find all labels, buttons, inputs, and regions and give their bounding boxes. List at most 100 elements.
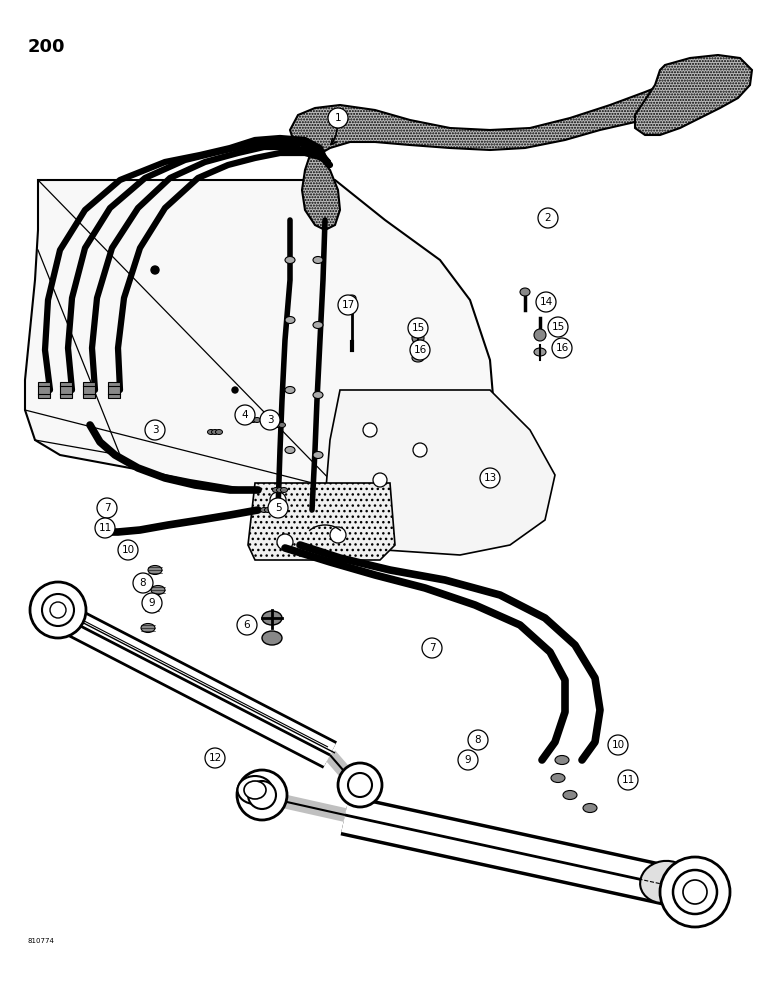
- Circle shape: [338, 763, 382, 807]
- Circle shape: [237, 770, 287, 820]
- Ellipse shape: [583, 804, 597, 812]
- Ellipse shape: [212, 430, 218, 434]
- Ellipse shape: [238, 776, 273, 804]
- Ellipse shape: [145, 603, 159, 612]
- Circle shape: [548, 317, 568, 337]
- Ellipse shape: [244, 781, 266, 799]
- Text: 9: 9: [465, 755, 472, 765]
- Text: 11: 11: [621, 775, 635, 785]
- Text: 4: 4: [242, 410, 249, 420]
- Circle shape: [534, 329, 546, 341]
- Text: 810774: 810774: [28, 938, 55, 944]
- Circle shape: [330, 527, 346, 543]
- Text: 15: 15: [551, 322, 564, 332]
- Ellipse shape: [313, 256, 323, 263]
- Circle shape: [552, 338, 572, 358]
- Ellipse shape: [412, 354, 424, 362]
- Text: 7: 7: [103, 503, 110, 513]
- Ellipse shape: [313, 452, 323, 458]
- Text: 200: 200: [28, 38, 66, 56]
- Text: 12: 12: [208, 753, 222, 763]
- Circle shape: [363, 423, 377, 437]
- Circle shape: [373, 473, 387, 487]
- Text: 5: 5: [275, 503, 281, 513]
- Ellipse shape: [269, 508, 276, 512]
- Ellipse shape: [265, 508, 272, 512]
- Ellipse shape: [249, 418, 256, 422]
- Ellipse shape: [555, 756, 569, 764]
- Ellipse shape: [285, 386, 295, 393]
- Ellipse shape: [270, 422, 277, 428]
- Circle shape: [348, 773, 372, 797]
- Circle shape: [145, 420, 165, 440]
- Circle shape: [480, 468, 500, 488]
- Ellipse shape: [279, 422, 286, 428]
- Ellipse shape: [262, 611, 282, 625]
- Text: 16: 16: [413, 345, 427, 355]
- FancyBboxPatch shape: [108, 382, 120, 398]
- Circle shape: [608, 735, 628, 755]
- Ellipse shape: [208, 430, 215, 434]
- Circle shape: [268, 498, 288, 518]
- Circle shape: [277, 534, 293, 550]
- Ellipse shape: [280, 488, 287, 492]
- Circle shape: [660, 857, 730, 927]
- Ellipse shape: [245, 418, 252, 422]
- Ellipse shape: [285, 316, 295, 324]
- Ellipse shape: [275, 422, 282, 428]
- Text: 16: 16: [555, 343, 569, 353]
- Ellipse shape: [141, 624, 155, 633]
- Text: 8: 8: [140, 578, 147, 588]
- PathPatch shape: [25, 180, 495, 510]
- Circle shape: [248, 781, 276, 809]
- Circle shape: [95, 518, 115, 538]
- Circle shape: [260, 410, 280, 430]
- Circle shape: [235, 405, 255, 425]
- Circle shape: [270, 492, 286, 508]
- Ellipse shape: [313, 322, 323, 328]
- Ellipse shape: [520, 288, 530, 296]
- Ellipse shape: [534, 348, 546, 356]
- Ellipse shape: [285, 446, 295, 454]
- Text: 17: 17: [341, 300, 354, 310]
- Circle shape: [683, 880, 707, 904]
- Ellipse shape: [551, 774, 565, 782]
- Text: 11: 11: [98, 523, 112, 533]
- Circle shape: [412, 332, 424, 344]
- Circle shape: [458, 750, 478, 770]
- PathPatch shape: [635, 55, 752, 135]
- Circle shape: [413, 443, 427, 457]
- Ellipse shape: [262, 631, 282, 645]
- Text: 15: 15: [411, 323, 425, 333]
- FancyBboxPatch shape: [83, 382, 95, 398]
- PathPatch shape: [325, 390, 555, 555]
- Circle shape: [205, 748, 225, 768]
- Circle shape: [410, 340, 430, 360]
- Circle shape: [618, 770, 638, 790]
- Ellipse shape: [348, 295, 356, 301]
- Ellipse shape: [260, 508, 268, 512]
- Circle shape: [232, 387, 238, 393]
- Ellipse shape: [563, 790, 577, 800]
- Ellipse shape: [151, 585, 165, 594]
- Ellipse shape: [276, 488, 283, 492]
- Ellipse shape: [148, 566, 162, 574]
- Circle shape: [338, 295, 358, 315]
- Ellipse shape: [215, 430, 222, 434]
- Text: 3: 3: [266, 415, 273, 425]
- PathPatch shape: [302, 155, 340, 230]
- Circle shape: [538, 208, 558, 228]
- Circle shape: [151, 266, 159, 274]
- Text: 9: 9: [149, 598, 155, 608]
- Ellipse shape: [640, 861, 690, 903]
- Text: 8: 8: [475, 735, 481, 745]
- Circle shape: [468, 730, 488, 750]
- Text: 6: 6: [244, 620, 250, 630]
- Circle shape: [536, 292, 556, 312]
- Text: 10: 10: [121, 545, 134, 555]
- FancyBboxPatch shape: [38, 382, 50, 398]
- Circle shape: [408, 318, 428, 338]
- Circle shape: [142, 593, 162, 613]
- Circle shape: [133, 573, 153, 593]
- Ellipse shape: [253, 418, 260, 422]
